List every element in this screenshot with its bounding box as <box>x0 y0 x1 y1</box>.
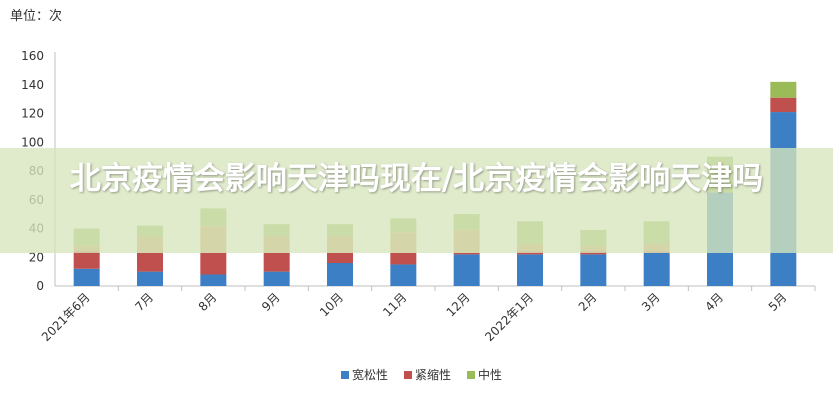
bar-segment <box>200 274 227 286</box>
bar-segment <box>580 254 607 286</box>
legend-label: 中性 <box>478 367 502 382</box>
overlay-title: 北京疫情会影响天津吗现在/北京疫情会影响天津吗 <box>69 161 764 197</box>
x-tick-label: 5月 <box>766 290 790 314</box>
bar-segment <box>770 97 797 113</box>
x-axis: 2021年6月 7月 8月 9月 10月 11月 12月 2022年1月 2月 3月 4月 5月 <box>39 286 816 344</box>
bar-segment <box>200 252 227 275</box>
bar-segment <box>390 252 417 265</box>
x-tick-label: 4月 <box>702 290 726 314</box>
y-tick-label: 20 <box>29 250 44 264</box>
x-tick-label: 3月 <box>639 290 663 314</box>
bar-segment <box>263 271 290 286</box>
x-tick-label: 8月 <box>196 290 220 314</box>
bar-segment <box>453 254 480 286</box>
legend-label: 宽松性 <box>352 367 388 382</box>
bar-segment <box>73 251 100 269</box>
bar-segment <box>327 252 353 263</box>
bar-segment <box>137 271 163 286</box>
x-tick-label: 2022年1月 <box>482 290 536 344</box>
legend: 宽松性 紧缩性 中性 <box>341 367 502 382</box>
x-tick-label: 7月 <box>132 290 156 314</box>
x-tick-label: 2月 <box>576 290 600 314</box>
legend-swatch <box>467 371 475 379</box>
legend-swatch <box>341 371 349 379</box>
x-tick-label: 11月 <box>380 290 409 319</box>
legend-swatch <box>404 371 412 379</box>
x-tick-label: 2021年6月 <box>39 290 93 344</box>
bar-segment <box>770 81 797 98</box>
bar-segment <box>73 268 100 286</box>
y-tick-label: 100 <box>21 135 44 149</box>
bar-segment <box>453 252 480 255</box>
bar-segment <box>390 264 417 286</box>
bar-segment <box>517 254 543 286</box>
title-banner <box>0 148 833 253</box>
y-tick-label: 0 <box>36 279 44 293</box>
y-tick-label: 140 <box>21 78 44 92</box>
bar-segment <box>263 252 290 272</box>
y-tick-label: 160 <box>21 49 44 63</box>
bar-segment <box>327 263 353 286</box>
bar-segment <box>137 252 163 272</box>
x-tick-label: 10月 <box>317 290 346 319</box>
bar-segment <box>643 252 670 286</box>
legend-label: 紧缩性 <box>415 367 451 382</box>
y-tick-label: 120 <box>21 107 44 121</box>
x-tick-label: 9月 <box>259 290 283 314</box>
unit-label: 单位：次 <box>10 8 62 24</box>
x-tick-label: 12月 <box>444 290 473 319</box>
